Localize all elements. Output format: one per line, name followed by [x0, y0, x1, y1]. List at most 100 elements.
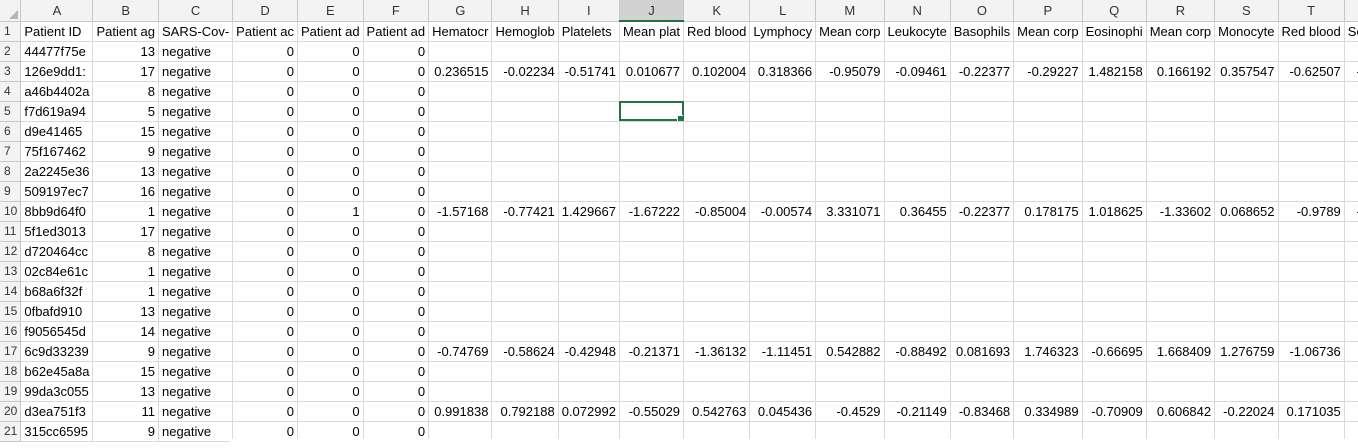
cell-m20[interactable]: -0.4529: [815, 401, 885, 422]
cell-r4[interactable]: [1146, 81, 1216, 102]
cell-t18[interactable]: [1278, 361, 1345, 382]
cell-l5[interactable]: [749, 101, 817, 122]
cell-e11[interactable]: 0: [297, 221, 364, 242]
cell-q7[interactable]: [1082, 141, 1147, 162]
cell-i4[interactable]: [558, 81, 620, 102]
cell-d20[interactable]: 0: [232, 401, 298, 422]
cell-u14[interactable]: [1344, 281, 1358, 302]
cell-q12[interactable]: [1082, 241, 1147, 262]
cell-d2[interactable]: 0: [232, 41, 298, 62]
cell-n12[interactable]: [884, 241, 951, 262]
row-header-18[interactable]: 18: [0, 361, 22, 382]
cell-r12[interactable]: [1146, 241, 1216, 262]
cell-s15[interactable]: [1214, 301, 1279, 322]
cell-b14[interactable]: 1: [92, 281, 159, 302]
horizontal-scrollbar[interactable]: [230, 439, 1358, 448]
cell-b15[interactable]: 13: [92, 301, 159, 322]
column-header-r[interactable]: R: [1146, 0, 1216, 22]
cell-f11[interactable]: 0: [363, 221, 430, 242]
cell-c8[interactable]: negative: [158, 161, 234, 182]
cell-f6[interactable]: 0: [363, 121, 430, 142]
cell-u1[interactable]: Serum: [1344, 21, 1358, 42]
cell-t3[interactable]: -0.62507: [1278, 61, 1345, 82]
cell-i20[interactable]: 0.072992: [558, 401, 620, 422]
cell-g18[interactable]: [428, 361, 493, 382]
cell-u10[interactable]: -0.41: [1344, 201, 1358, 222]
cell-i12[interactable]: [558, 241, 620, 262]
cell-c18[interactable]: negative: [158, 361, 234, 382]
cell-q6[interactable]: [1082, 121, 1147, 142]
cell-c16[interactable]: negative: [158, 321, 234, 342]
cell-g21[interactable]: [428, 421, 493, 442]
cell-h11[interactable]: [491, 221, 559, 242]
select-all-corner[interactable]: [0, 0, 22, 22]
cell-m21[interactable]: [815, 421, 885, 442]
cell-k9[interactable]: [683, 181, 751, 202]
cell-a17[interactable]: 6c9d33239: [20, 341, 94, 362]
cell-k2[interactable]: [683, 41, 751, 62]
cell-l20[interactable]: 0.045436: [749, 401, 817, 422]
cell-p1[interactable]: Mean corp: [1013, 21, 1083, 42]
cell-m9[interactable]: [815, 181, 885, 202]
cell-c7[interactable]: negative: [158, 141, 234, 162]
cell-b18[interactable]: 15: [92, 361, 159, 382]
cell-s8[interactable]: [1214, 161, 1279, 182]
cell-m3[interactable]: -0.95079: [815, 61, 885, 82]
cell-q11[interactable]: [1082, 221, 1147, 242]
cell-a4[interactable]: a46b4402a: [20, 81, 94, 102]
cell-t21[interactable]: [1278, 421, 1345, 442]
cell-c11[interactable]: negative: [158, 221, 234, 242]
cell-f18[interactable]: 0: [363, 361, 430, 382]
cell-r20[interactable]: 0.606842: [1146, 401, 1216, 422]
cell-l6[interactable]: [749, 121, 817, 142]
cell-u2[interactable]: [1344, 41, 1358, 62]
cell-u12[interactable]: [1344, 241, 1358, 262]
cell-n1[interactable]: Leukocyte: [884, 21, 951, 42]
cell-t8[interactable]: [1278, 161, 1345, 182]
cell-a18[interactable]: b62e45a8a: [20, 361, 94, 382]
cell-m8[interactable]: [815, 161, 885, 182]
cell-s19[interactable]: [1214, 381, 1279, 402]
cell-j1[interactable]: Mean plat: [619, 21, 685, 42]
cell-d15[interactable]: 0: [232, 301, 298, 322]
cell-a20[interactable]: d3ea751f3: [20, 401, 94, 422]
cell-o6[interactable]: [950, 121, 1015, 142]
cell-k18[interactable]: [683, 361, 751, 382]
cell-a2[interactable]: 44477f75e: [20, 41, 94, 62]
cell-f4[interactable]: 0: [363, 81, 430, 102]
cell-g19[interactable]: [428, 381, 493, 402]
row-header-17[interactable]: 17: [0, 341, 22, 362]
cell-t4[interactable]: [1278, 81, 1345, 102]
cell-n4[interactable]: [884, 81, 951, 102]
cell-s18[interactable]: [1214, 361, 1279, 382]
cell-a13[interactable]: 02c84e61c: [20, 261, 94, 282]
cell-i13[interactable]: [558, 261, 620, 282]
cell-e7[interactable]: 0: [297, 141, 364, 162]
cell-l1[interactable]: Lymphocy: [749, 21, 817, 42]
cell-c12[interactable]: negative: [158, 241, 234, 262]
column-header-g[interactable]: G: [428, 0, 493, 22]
cell-d9[interactable]: 0: [232, 181, 298, 202]
cell-a8[interactable]: 2a2245e36: [20, 161, 94, 182]
cell-a3[interactable]: 126e9dd1:: [20, 61, 94, 82]
cell-f8[interactable]: 0: [363, 161, 430, 182]
cell-c4[interactable]: negative: [158, 81, 234, 102]
cell-q2[interactable]: [1082, 41, 1147, 62]
cell-p16[interactable]: [1013, 321, 1083, 342]
cell-j18[interactable]: [619, 361, 685, 382]
cell-d19[interactable]: 0: [232, 381, 298, 402]
cell-i6[interactable]: [558, 121, 620, 142]
row-header-3[interactable]: 3: [0, 61, 22, 82]
cell-m14[interactable]: [815, 281, 885, 302]
cell-e5[interactable]: 0: [297, 101, 364, 122]
row-header-9[interactable]: 9: [0, 181, 22, 202]
cell-d4[interactable]: 0: [232, 81, 298, 102]
cell-d17[interactable]: 0: [232, 341, 298, 362]
cell-s10[interactable]: 0.068652: [1214, 201, 1279, 222]
cell-k13[interactable]: [683, 261, 751, 282]
cell-m18[interactable]: [815, 361, 885, 382]
row-header-20[interactable]: 20: [0, 401, 22, 422]
cell-b9[interactable]: 16: [92, 181, 159, 202]
cell-t13[interactable]: [1278, 261, 1345, 282]
